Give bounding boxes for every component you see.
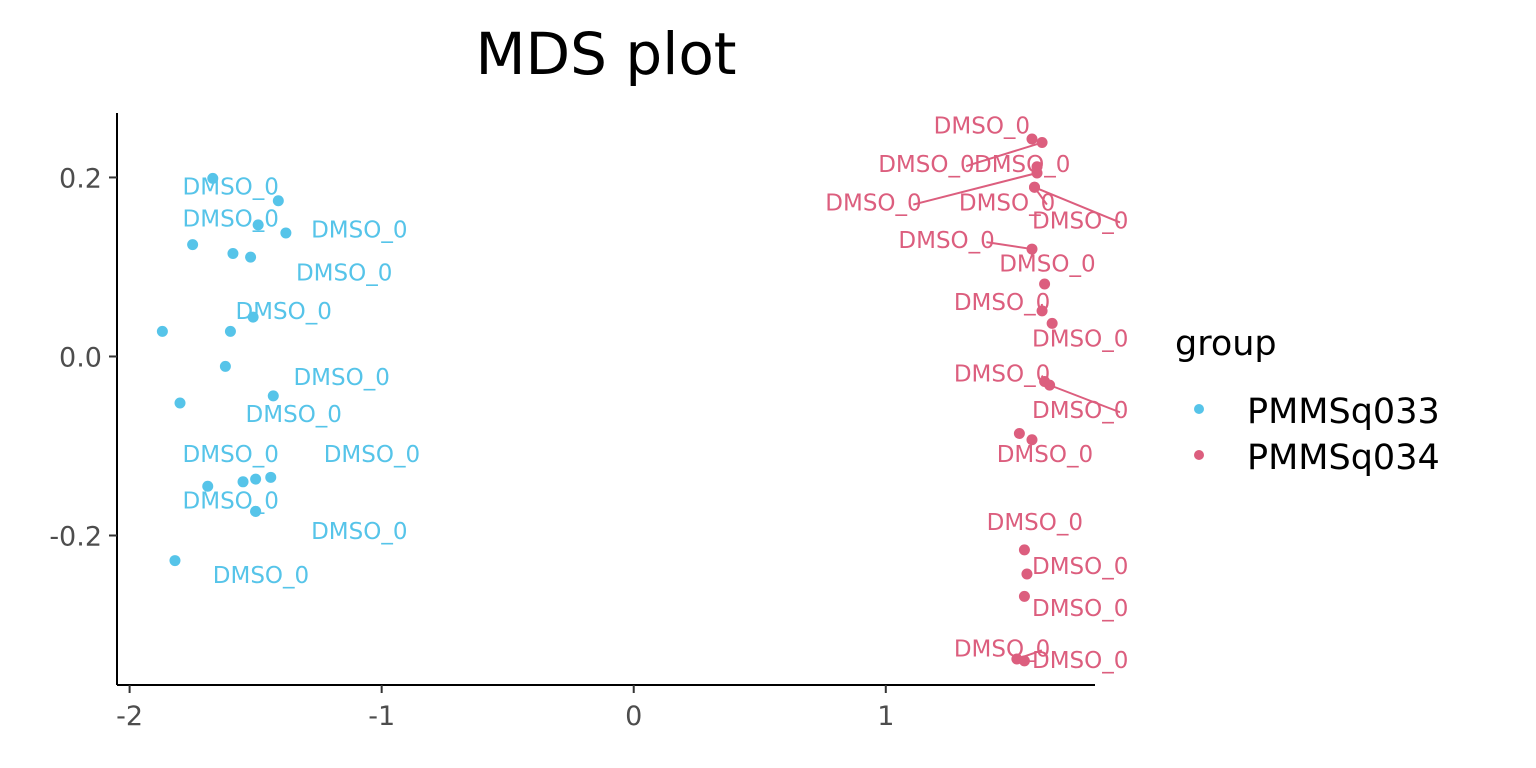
legend-label-pmmsq034: PMMSq034 [1247, 438, 1440, 478]
data-point [187, 239, 199, 251]
legend: group PMMSq033 PMMSq034 [1175, 324, 1440, 478]
data-point [1031, 167, 1043, 179]
point-label: DMSO_0 [1032, 327, 1128, 353]
data-point [250, 505, 262, 517]
data-point [1013, 427, 1025, 439]
legend-label-pmmsq033: PMMSq033 [1247, 392, 1440, 432]
point-label: DMSO_0 [311, 519, 407, 545]
point-label: DMSO_0 [1032, 398, 1128, 424]
point-label: DMSO_0 [898, 228, 994, 254]
data-point [1021, 568, 1033, 580]
x-tick-label: -2 [116, 701, 143, 732]
data-point [219, 360, 231, 372]
point-label: DMSO_0 [974, 152, 1070, 178]
x-tick-label: -1 [368, 701, 395, 732]
data-point [1039, 278, 1051, 290]
point-label: DMSO_0 [954, 290, 1050, 316]
data-point [1036, 305, 1048, 317]
y-tick-label: -0.2 [49, 522, 102, 553]
data-point [1018, 590, 1030, 602]
data-point [156, 325, 168, 337]
point-label: DMSO_0 [183, 207, 279, 233]
data-point [252, 219, 264, 231]
legend-title: group [1175, 324, 1277, 364]
data-point [265, 471, 277, 483]
data-point [169, 555, 181, 567]
chart-title: MDS plot [475, 20, 736, 88]
point-label: DMSO_0 [296, 260, 392, 286]
point-label: DMSO_0 [183, 489, 279, 515]
label-connector [913, 172, 1038, 206]
data-point [174, 397, 186, 409]
data-point [280, 227, 292, 239]
x-tick-label: 0 [625, 701, 642, 732]
point-label: DMSO_0 [1032, 648, 1128, 674]
data-point [202, 480, 214, 492]
y-tick-label: 0.0 [59, 342, 102, 373]
data-point [1026, 133, 1038, 145]
point-label: DMSO_0 [959, 191, 1055, 217]
data-point [207, 172, 219, 184]
point-label: DMSO_0 [293, 365, 389, 391]
label-connector [1049, 384, 1121, 414]
data-point [1046, 317, 1058, 329]
label-connector [1034, 186, 1121, 224]
data-point [237, 476, 249, 488]
point-label: DMSO_0 [324, 442, 420, 468]
data-point [1044, 379, 1056, 391]
point-label: DMSO_0 [954, 362, 1050, 388]
y-tick-label: 0.2 [59, 163, 102, 194]
point-label: DMSO_0 [987, 510, 1083, 536]
data-point [250, 473, 262, 485]
point-label: DMSO_0 [1032, 554, 1128, 580]
legend-key-pmmsq034 [1194, 450, 1204, 460]
point-label: DMSO_0 [878, 152, 974, 178]
data-point [1026, 243, 1038, 255]
point-label: DMSO_0 [825, 191, 921, 217]
point-label: DMSO_0 [934, 114, 1030, 140]
x-tick-label: 1 [877, 701, 894, 732]
data-point [245, 251, 257, 263]
data-point [1036, 137, 1048, 149]
label-connector [986, 241, 1033, 251]
point-label: DMSO_0 [1032, 208, 1128, 234]
point-label: DMSO_0 [183, 174, 279, 200]
data-point [227, 248, 239, 260]
point-label: DMSO_0 [213, 563, 309, 589]
data-point [267, 390, 279, 402]
data-point [1026, 434, 1038, 446]
data-point [224, 325, 236, 337]
data-point [247, 311, 259, 323]
data-point [1018, 544, 1030, 556]
label-connector [965, 141, 1043, 168]
point-label: DMSO_0 [954, 636, 1050, 662]
data-point [1018, 655, 1030, 667]
data-point [272, 195, 284, 207]
point-label: DMSO_0 [311, 217, 407, 243]
data-point [1029, 181, 1041, 193]
point-label: DMSO_0 [999, 251, 1095, 277]
point-label: DMSO_0 [997, 442, 1093, 468]
point-label: DMSO_0 [1032, 596, 1128, 622]
point-label: DMSO_0 [246, 402, 342, 428]
point-label: DMSO_0 [183, 442, 279, 468]
legend-key-pmmsq033 [1194, 404, 1204, 414]
